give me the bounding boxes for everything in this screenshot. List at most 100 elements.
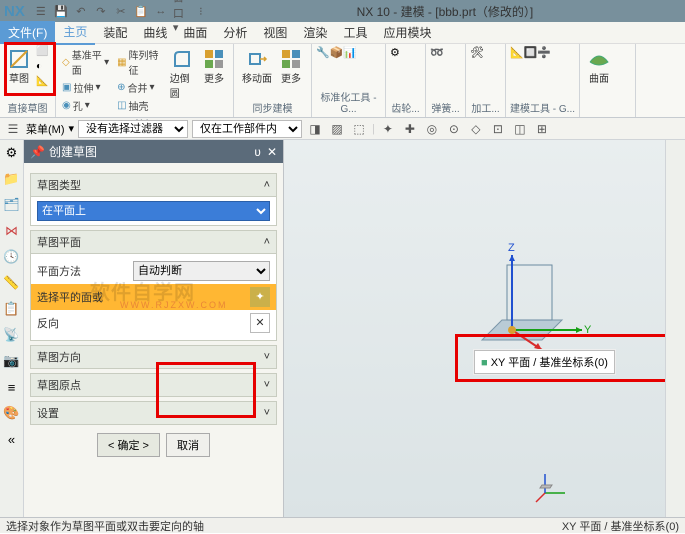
std-icon3[interactable]: 📊	[343, 46, 357, 59]
tab-app[interactable]: 应用模块	[375, 21, 439, 44]
tab-surface[interactable]: 曲面	[175, 21, 215, 44]
tab-render[interactable]: 渲染	[295, 21, 335, 44]
sketch-opt3-icon[interactable]: 📐	[36, 76, 50, 90]
select-face-row[interactable]: 选择平的面或✦	[31, 284, 276, 310]
panel-help-icon[interactable]: ʋ	[254, 145, 261, 159]
view-orientation-triad[interactable]	[530, 468, 570, 511]
sel-icon-9[interactable]: ⊡	[489, 120, 507, 138]
menu-icon[interactable]: ☰	[4, 120, 22, 138]
pattern-button[interactable]: ▦阵列特征	[115, 46, 162, 78]
window-title: NX 10 - 建模 - [bbb.prt（修改的）]	[209, 3, 681, 20]
edge-blend-button[interactable]: 边倒圆	[166, 46, 199, 114]
sel-icon-5[interactable]: ✚	[401, 120, 419, 138]
std-icon[interactable]: 🔧	[316, 46, 330, 59]
layer-icon[interactable]: ≡	[3, 378, 21, 396]
move-face-button[interactable]: 移动面	[238, 46, 276, 87]
tab-home[interactable]: 主页	[55, 20, 95, 45]
qat-window-menu[interactable]: 窗口▾	[173, 3, 189, 19]
left-toolbar: ⚙ 📁 🗂 ⋈ 🕓 📏 📋 📡 📷 ≡ 🎨 «	[0, 140, 24, 517]
qat-cut-icon[interactable]: ✂	[113, 3, 129, 19]
sel-icon-1[interactable]: ◨	[306, 120, 324, 138]
sync-more-button[interactable]: 更多	[276, 46, 306, 87]
model-icon3[interactable]: ➗	[537, 46, 551, 59]
sel-icon-3[interactable]: ⬚	[350, 120, 368, 138]
tab-curve[interactable]: 曲线	[135, 21, 175, 44]
file-menu[interactable]: 文件(F)	[0, 21, 55, 44]
gear-icon[interactable]: ⚙	[390, 46, 400, 59]
hole-button[interactable]: ◉孔▾	[60, 97, 111, 114]
ok-button[interactable]: < 确定 >	[97, 433, 160, 457]
assembly-icon[interactable]: 🗂	[3, 196, 21, 214]
qat-save-icon[interactable]: 💾	[53, 3, 69, 19]
camera-icon[interactable]: 📷	[3, 352, 21, 370]
tab-analyze[interactable]: 分析	[215, 21, 255, 44]
panel-pin-icon[interactable]: 📌	[30, 145, 45, 159]
ribbon-group-feature: ◇基准平面▾ ▣拉伸▾ ◉孔▾ ▦阵列特征 ⊕合并▾ ◫抽壳 边倒圆 更多 特征	[56, 44, 234, 117]
model-icon[interactable]: 📐	[510, 46, 524, 59]
pattern-icon: ▦	[117, 57, 126, 68]
section-sketch-type: 草图类型˄ 在平面上	[30, 173, 277, 226]
sel-icon-8[interactable]: ◇	[467, 120, 485, 138]
tab-view[interactable]: 视图	[255, 21, 295, 44]
sketch-button[interactable]: 草图	[4, 46, 34, 90]
surface-icon	[588, 48, 610, 70]
panel-close-icon[interactable]: ✕	[267, 145, 277, 159]
surface-button[interactable]: 曲面	[584, 46, 614, 87]
settings-icon[interactable]: ⚙	[3, 144, 21, 162]
menu-label[interactable]: 菜单(M)	[26, 121, 65, 137]
machining-icon[interactable]: 🛠	[470, 46, 484, 59]
union-button[interactable]: ⊕合并▾	[115, 79, 162, 96]
panel-title: 创建草图	[49, 143, 97, 160]
qat-more-icon[interactable]: ⁝	[193, 3, 209, 19]
tool-icon[interactable]: 📋	[3, 300, 21, 318]
qat-redo-icon[interactable]: ↷	[93, 3, 109, 19]
sel-icon-2[interactable]: ▨	[328, 120, 346, 138]
expand-icon[interactable]: «	[3, 430, 21, 448]
sel-icon-7[interactable]: ⊙	[445, 120, 463, 138]
sketch-opt2-icon[interactable]: ◐	[36, 61, 50, 75]
chevron-down-icon[interactable]: ˅	[264, 379, 270, 391]
tab-assembly[interactable]: 装配	[95, 21, 135, 44]
feature-more-button[interactable]: 更多	[199, 46, 229, 114]
csys-triad[interactable]: Y X Z	[452, 225, 592, 368]
plane-method-select[interactable]: 自动判断	[133, 261, 270, 281]
qat-menu-icon[interactable]: ☰	[33, 3, 49, 19]
ribbon-group-sync: 移动面 更多 同步建模	[234, 44, 312, 117]
chevron-down-icon[interactable]: ˅	[264, 407, 270, 419]
datum-plane-button[interactable]: ◇基准平面▾	[60, 46, 111, 78]
qat-paste-icon[interactable]: 📋	[133, 3, 149, 19]
extrude-button[interactable]: ▣拉伸▾	[60, 79, 111, 96]
sel-icon-4[interactable]: ✦	[379, 120, 397, 138]
history-icon[interactable]: 🕓	[3, 248, 21, 266]
nav-icon[interactable]: 📁	[3, 170, 21, 188]
dim-icon[interactable]: 📏	[3, 274, 21, 292]
model-icon2[interactable]: 🔲	[524, 46, 538, 59]
resource-bar[interactable]	[665, 140, 685, 517]
constraint-icon[interactable]: ⋈	[3, 222, 21, 240]
shell-button[interactable]: ◫抽壳	[115, 97, 162, 114]
ribbon-group-gear: ⚙ 齿轮...	[386, 44, 426, 117]
sel-icon-11[interactable]: ⊞	[533, 120, 551, 138]
internet-icon[interactable]: 📡	[3, 326, 21, 344]
sketch-opt1-icon[interactable]: ⬜	[36, 46, 50, 60]
palette-icon[interactable]: 🎨	[3, 404, 21, 422]
chevron-up-icon[interactable]: ˄	[264, 236, 270, 248]
sel-icon-6[interactable]: ◎	[423, 120, 441, 138]
chevron-down-icon[interactable]: ˅	[264, 351, 270, 363]
reverse-button[interactable]: ✕	[250, 313, 270, 333]
sketch-type-select[interactable]: 在平面上	[37, 201, 270, 221]
scope-select[interactable]: 仅在工作部件内	[192, 120, 302, 138]
filter-select[interactable]: 没有选择过滤器	[78, 120, 188, 138]
sel-icon-10[interactable]: ◫	[511, 120, 529, 138]
viewport[interactable]: Y X Z ■ XY 平面 / 基准坐标系(0)	[284, 140, 685, 517]
chevron-up-icon[interactable]: ˄	[264, 179, 270, 191]
main-area: ⚙ 📁 🗂 ⋈ 🕓 📏 📋 📡 📷 ≡ 🎨 « 📌 创建草图 ʋ ✕ 草图类型˄…	[0, 140, 685, 517]
cancel-button[interactable]: 取消	[166, 433, 210, 457]
qat-move-icon[interactable]: ↔	[153, 3, 169, 19]
qat-undo-icon[interactable]: ↶	[73, 3, 89, 19]
edge-blend-icon	[171, 48, 193, 70]
std-icon2[interactable]: 📦	[330, 46, 344, 59]
ribbon-group-sync-label: 同步建模	[238, 100, 307, 115]
tab-tools[interactable]: 工具	[335, 21, 375, 44]
spring-icon[interactable]: ➿	[430, 46, 444, 59]
